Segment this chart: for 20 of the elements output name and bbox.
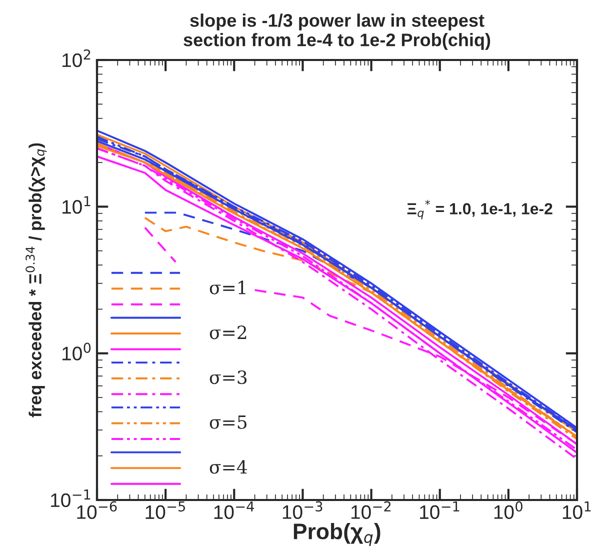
x-tick-label: 10$^{−1}$ [420, 501, 460, 520]
legend-label: σ=4 [210, 460, 247, 474]
y-tick-label: 10$^{2}$ [62, 49, 90, 68]
x-tick-label: 10$^{−3}$ [282, 501, 322, 519]
legend-label: σ=1 [210, 280, 246, 294]
annotation: Ξ$_{q}$$^{*}$ = 1.0, 1e-1, 1e-2 [407, 200, 552, 220]
legend-label: σ=2 [210, 326, 246, 340]
x-tick-label: 10$^{1}$ [562, 501, 591, 520]
legend-label: σ=5 [210, 416, 246, 429]
y-tick-label: 10$^{0}$ [62, 342, 91, 360]
y-tick-label: 10$^{1}$ [62, 196, 90, 214]
legend-label: σ=3 [210, 370, 247, 384]
x-tick-label: 10$^{−5}$ [146, 501, 185, 520]
x-axis-title: Prob(χ$_{q}$) [294, 522, 380, 546]
chart-title: slope is -1/3 power law in steepest section from 1e-4 to 1e-2 Prob(chiq) [184, 14, 490, 50]
x-tick-label: 10$^{−4}$ [214, 501, 254, 520]
y-axis-title: freq exceeded * Ξ$^{0.34}$ / prob(χ>χ$_{q}$) [26, 143, 47, 418]
x-tick-label: 10$^{0}$ [494, 501, 522, 519]
x-tick-label: 10$^{−6}$ [77, 501, 117, 519]
x-tick-label: 10$^{−2}$ [351, 501, 391, 519]
